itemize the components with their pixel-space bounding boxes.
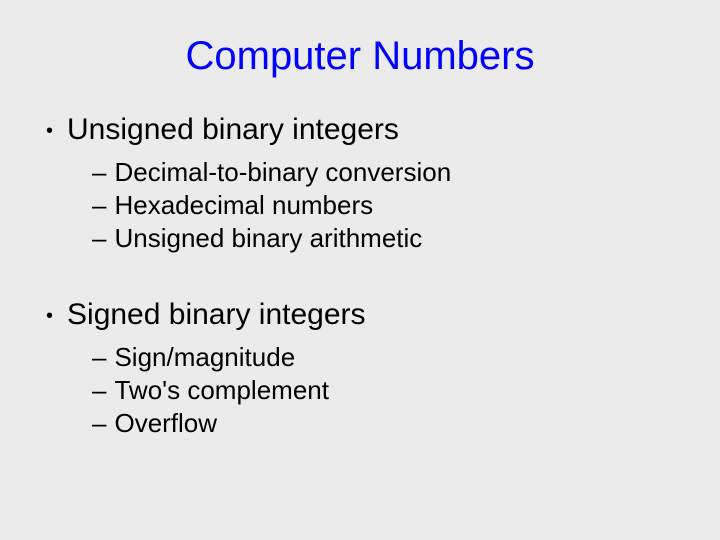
bullet-l2-text: Overflow	[114, 408, 217, 439]
bullet-l1-text: Signed binary integers	[67, 298, 366, 332]
bullet-sub-1-2: – Overflow	[92, 408, 680, 439]
bullet-dash-icon: –	[92, 342, 106, 373]
bullet-l1-text: Unsigned binary integers	[67, 113, 399, 147]
bullet-dash-icon: –	[92, 408, 106, 439]
bullet-l2-text: Sign/magnitude	[114, 342, 295, 373]
bullet-l2-text: Unsigned binary arithmetic	[114, 223, 422, 254]
bullet-sub-0-2: – Unsigned binary arithmetic	[92, 223, 680, 254]
section-gap	[40, 256, 680, 298]
slide-container: Computer Numbers • Unsigned binary integ…	[0, 0, 720, 540]
bullet-section-0: • Unsigned binary integers	[46, 113, 680, 147]
bullet-dot-icon: •	[46, 121, 53, 141]
bullet-dash-icon: –	[92, 157, 106, 188]
bullet-dot-icon: •	[46, 306, 53, 326]
bullet-l2-text: Decimal-to-binary conversion	[114, 157, 451, 188]
bullet-dash-icon: –	[92, 223, 106, 254]
bullet-section-1: • Signed binary integers	[46, 298, 680, 332]
bullet-l2-text: Hexadecimal numbers	[114, 190, 373, 221]
bullet-l2-text: Two's complement	[114, 375, 329, 406]
bullet-sub-0-1: – Hexadecimal numbers	[92, 190, 680, 221]
bullet-dash-icon: –	[92, 190, 106, 221]
bullet-sub-1-1: – Two's complement	[92, 375, 680, 406]
bullet-dash-icon: –	[92, 375, 106, 406]
bullet-sub-0-0: – Decimal-to-binary conversion	[92, 157, 680, 188]
slide-title: Computer Numbers	[40, 34, 680, 79]
bullet-sub-1-0: – Sign/magnitude	[92, 342, 680, 373]
